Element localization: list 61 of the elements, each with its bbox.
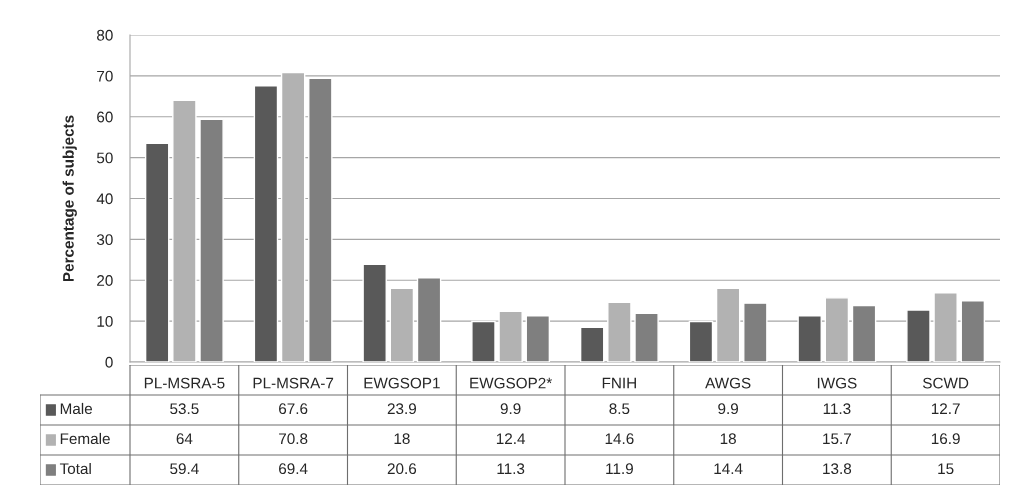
data-label: 9.9 (718, 403, 739, 415)
x-tick-label: SCWD (922, 377, 969, 389)
x-tick-label: PL-MSRA-7 (253, 377, 334, 389)
data-label: 18 (720, 433, 736, 445)
bar (308, 77, 333, 362)
data-label: 59.4 (170, 463, 199, 475)
bar (634, 312, 659, 362)
legend-label: Female (60, 432, 110, 445)
y-tick-label: 10 (97, 315, 113, 327)
data-label: 14.4 (714, 463, 743, 474)
x-tick-label: EWGSOP1 (364, 377, 440, 389)
legend-label: Male (60, 402, 93, 415)
bar (253, 84, 279, 362)
y-tick-label: 50 (96, 152, 113, 164)
y-tick-label: 40 (96, 193, 113, 205)
x-tick-label: EWGSOP2* (470, 377, 552, 389)
y-tick-label: 20 (97, 275, 113, 286)
y-tick-label: 70 (97, 70, 113, 82)
data-label: 23.9 (387, 403, 417, 415)
data-label: 70.8 (279, 433, 308, 445)
bar (144, 142, 170, 362)
data-label: 15.7 (823, 433, 851, 445)
x-tick-label: PL-MSRA-5 (144, 377, 225, 389)
y-tick-label: 60 (97, 111, 113, 123)
bar (960, 299, 986, 362)
data-label: 11.3 (497, 463, 525, 475)
data-label: 12.7 (931, 403, 960, 414)
x-tick-label: AWGS (705, 377, 751, 389)
data-label: 20.6 (387, 463, 417, 475)
data-label: 9.9 (500, 403, 521, 415)
bar (688, 320, 714, 362)
bar (525, 315, 551, 362)
bar (416, 277, 442, 362)
y-tick-label: 30 (96, 234, 113, 246)
bar (362, 263, 387, 362)
data-label: 16.9 (931, 433, 960, 445)
data-label: 15 (938, 463, 954, 475)
bar (743, 302, 768, 362)
y-axis-title: Percentage of subjects (62, 115, 77, 282)
data-label: 8.5 (609, 403, 630, 415)
y-tick-label: 0 (105, 356, 113, 368)
bar (199, 118, 224, 362)
data-label: 53.5 (170, 403, 199, 415)
bar (579, 326, 605, 362)
legend-label: Total (59, 462, 91, 475)
data-label: 11.3 (823, 403, 851, 415)
data-label: 18 (394, 433, 410, 445)
data-label: 67.6 (279, 403, 308, 415)
bar (471, 320, 496, 362)
data-label: 14.6 (605, 433, 634, 445)
data-label: 13.8 (823, 463, 852, 475)
bar (797, 315, 822, 362)
data-label: 64 (176, 433, 193, 445)
x-tick-label: FNIH (602, 377, 636, 389)
data-label: 69.4 (279, 463, 308, 475)
bar (906, 309, 931, 362)
data-label: 12.4 (496, 433, 526, 444)
data-label: 11.9 (606, 463, 633, 475)
y-tick-label: 80 (97, 29, 113, 41)
bar (851, 304, 877, 362)
x-tick-label: IWGS (817, 377, 857, 389)
